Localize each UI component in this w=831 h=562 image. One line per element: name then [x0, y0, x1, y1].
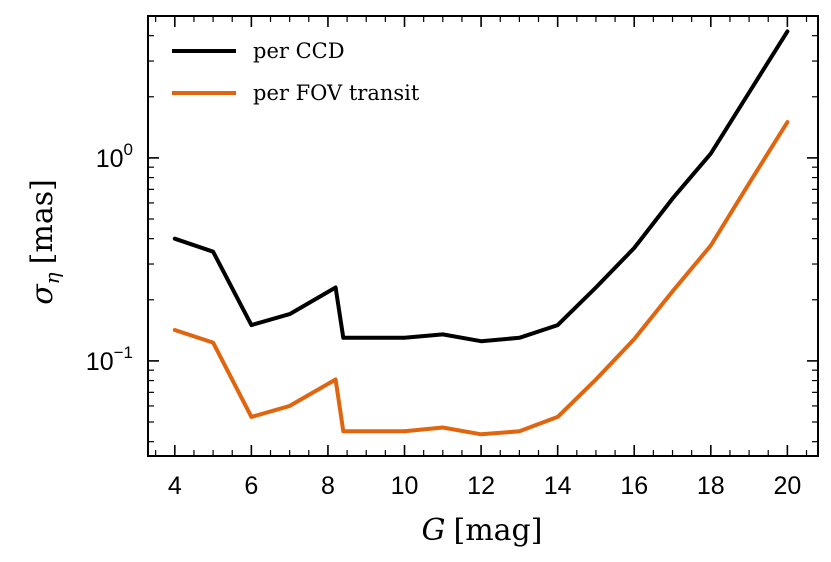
y-axis-symbol: σ [25, 283, 60, 305]
x-tick-label: 8 [321, 472, 335, 500]
series-line-1 [172, 120, 790, 437]
y-axis-unit: [mas] [25, 179, 60, 264]
x-tick-labels: 4 6 8 10 12 14 16 18 20 [168, 472, 801, 500]
series-line-0 [172, 29, 790, 344]
x-tick-label: 20 [773, 472, 801, 500]
x-tick-label: 14 [544, 472, 572, 500]
major-ticks [148, 16, 818, 456]
legend: per CCD per FOV transit [172, 39, 420, 105]
x-tick-label: 4 [168, 472, 182, 500]
x-tick-label: 16 [620, 472, 648, 500]
x-tick-label: 6 [244, 472, 258, 500]
x-axis-symbol: G [422, 513, 446, 548]
y-axis-subscript: η [40, 272, 64, 284]
x-axis-unit: [mag] [454, 513, 543, 548]
y-tick-labels: 100 10−1 [86, 140, 133, 376]
x-tick-label: 10 [391, 472, 419, 500]
y-axis-title: ση [mas] [25, 179, 64, 305]
x-axis-title: G [mag] [422, 513, 543, 548]
y-tick-label: 10−1 [86, 343, 133, 376]
series-lines [172, 29, 790, 437]
x-tick-label: 18 [697, 472, 725, 500]
x-tick-label: 12 [467, 472, 495, 500]
legend-label-0: per CCD [253, 39, 345, 63]
plot-frame [147, 15, 819, 457]
legend-label-1: per FOV transit [253, 81, 420, 105]
y-tick-label: 100 [96, 140, 133, 173]
